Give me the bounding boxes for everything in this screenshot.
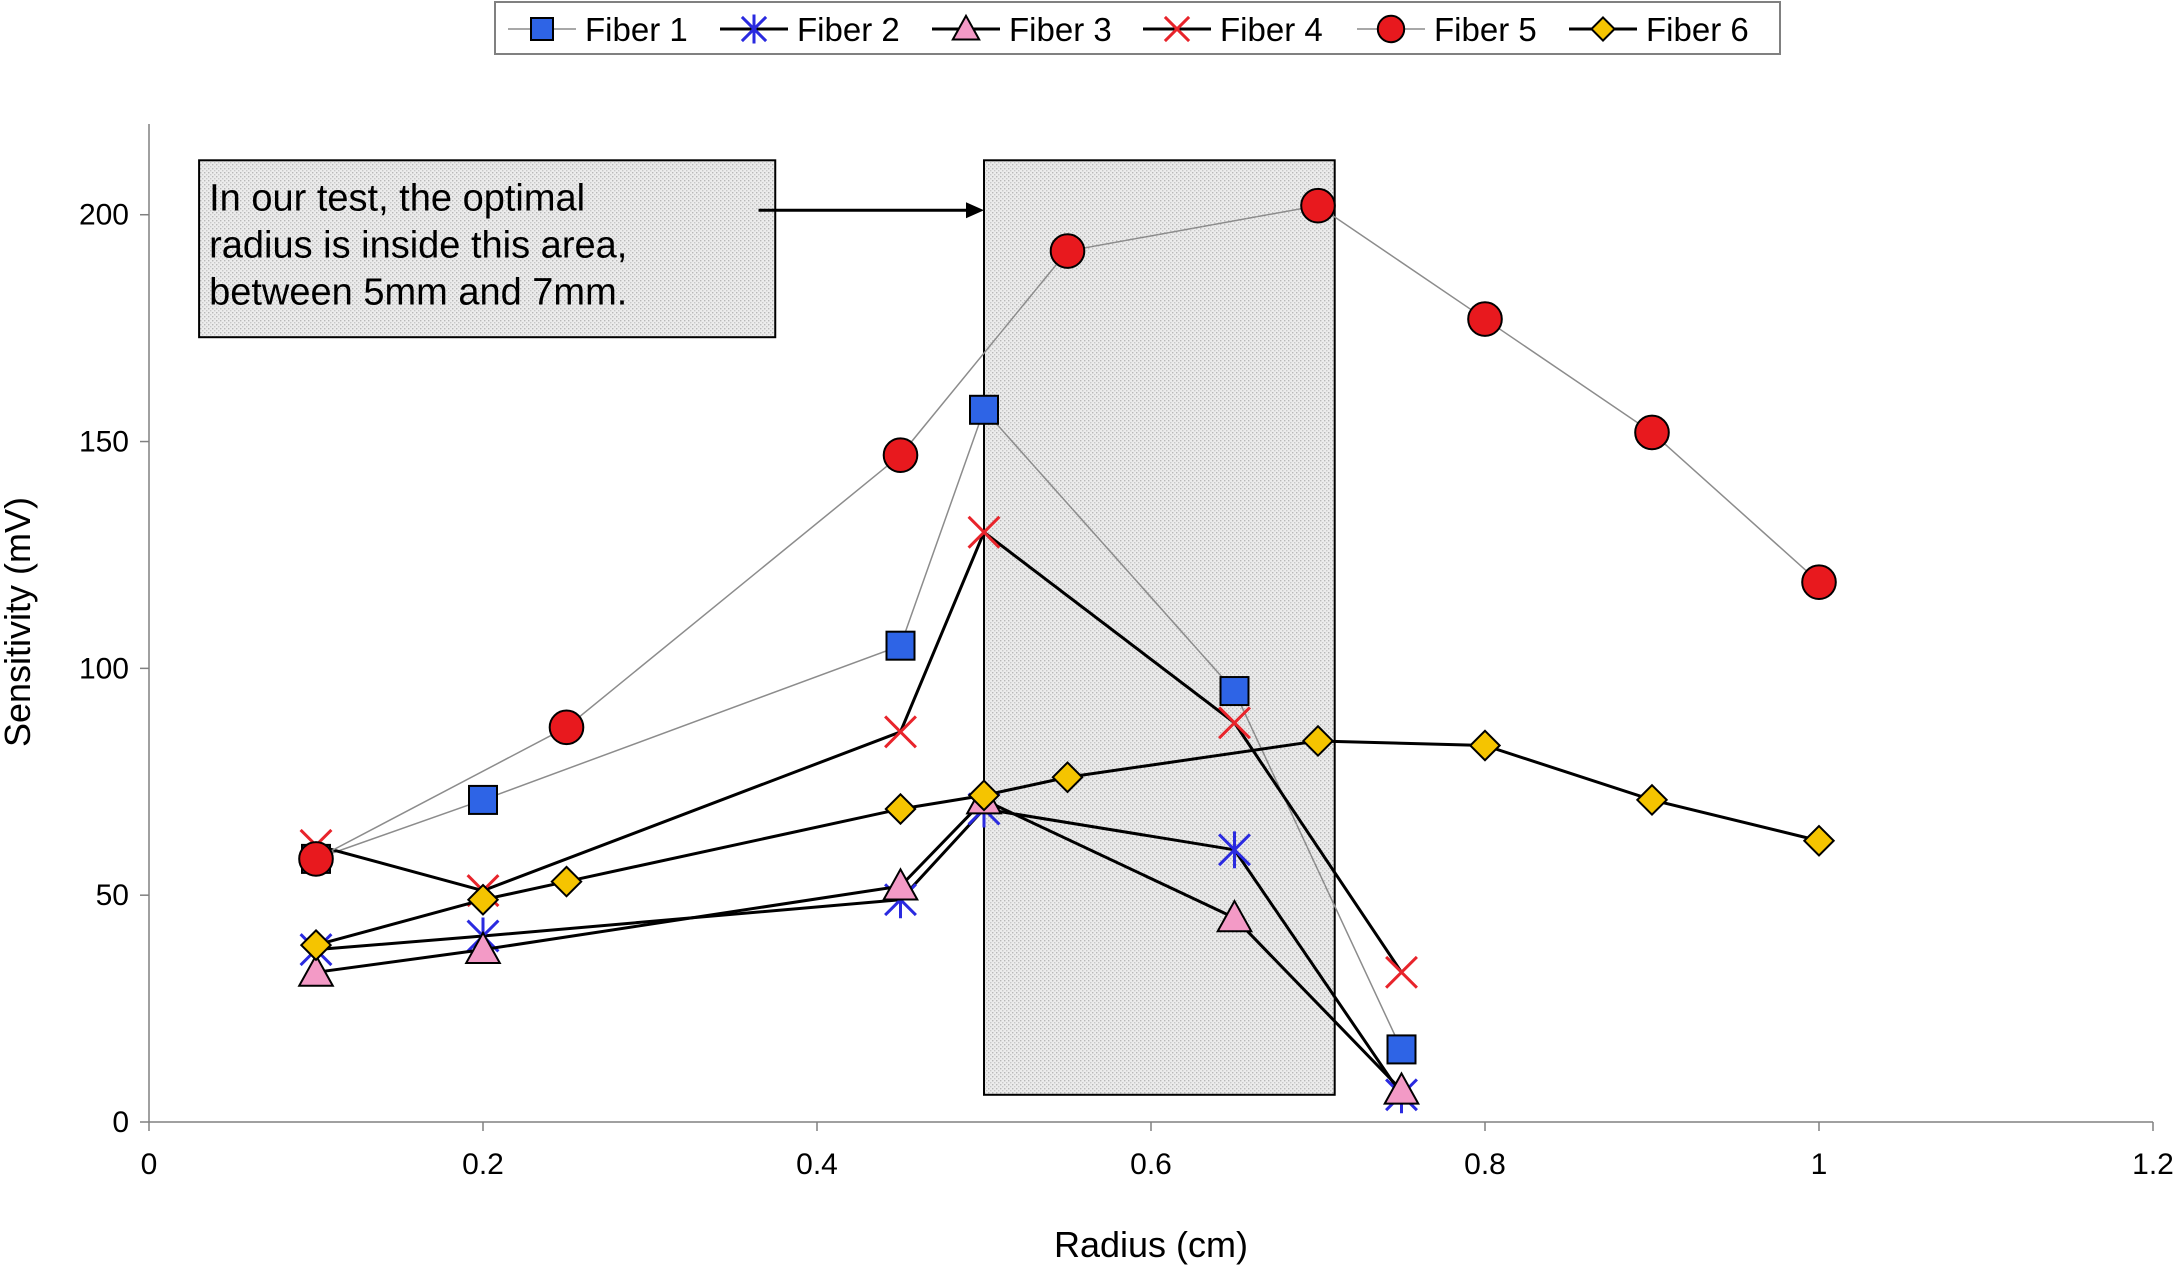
data-point [882, 437, 919, 473]
data-point [548, 709, 585, 746]
data-point [967, 515, 1001, 549]
legend-label: Fiber 6 [1646, 11, 1749, 48]
data-point [1634, 414, 1670, 451]
data-point [1635, 783, 1669, 817]
data-point [1051, 761, 1084, 794]
data-point [1218, 831, 1251, 869]
legend-entry: Fiber 5 [1357, 11, 1537, 48]
legend-label: Fiber 3 [1009, 11, 1112, 48]
annotation-text: radius is inside this area, [209, 224, 627, 266]
x-tick-label: 1.2 [2132, 1148, 2174, 1181]
data-point [1049, 233, 1086, 269]
legend-entry: Fiber 1 [508, 11, 688, 48]
data-point [885, 630, 916, 661]
y-tick-label: 150 [79, 426, 129, 459]
data-point [882, 867, 919, 901]
data-point [299, 928, 333, 962]
data-point [1801, 564, 1837, 600]
data-point [1385, 955, 1418, 989]
legend-label: Fiber 2 [797, 11, 900, 48]
legend-label: Fiber 5 [1434, 11, 1537, 48]
series-fiber-5 [298, 187, 1837, 877]
x-tick-label: 0.4 [796, 1148, 838, 1181]
data-point [1218, 706, 1251, 740]
annotation-arrowhead [966, 202, 984, 219]
x-tick-label: 0 [141, 1148, 158, 1181]
legend-marker [1163, 15, 1191, 43]
y-tick-label: 50 [96, 879, 129, 912]
legend-marker [951, 13, 981, 41]
x-axis-title: Radius (cm) [1054, 1224, 1248, 1265]
data-point [1468, 729, 1502, 762]
data-point [1301, 724, 1335, 758]
data-point [969, 394, 999, 425]
data-point [1386, 1034, 1417, 1065]
series-line [315, 739, 1820, 947]
legend: Fiber 1 Fiber 2 Fiber 3 Fiber 4 Fiber 5 Fiber… [494, 1, 1781, 55]
y-tick-label: 100 [79, 652, 129, 685]
data-point [1300, 187, 1336, 224]
legend-entry: Fiber 4 [1143, 11, 1323, 48]
axes: 0 0.2 0.4 0.6 0.8 1 1.2 0 50 100 150 200 [79, 124, 2174, 1181]
y-axis-title: Sensitivity (mV) [0, 497, 38, 747]
data-point [298, 841, 334, 877]
data-point [1383, 1071, 1420, 1105]
data-point [884, 792, 917, 826]
series-line [315, 798, 1403, 1092]
x-tick-label: 0.2 [462, 1148, 504, 1181]
legend-label: Fiber 1 [585, 11, 688, 48]
data-point [468, 784, 498, 815]
legend-marker [1376, 14, 1406, 44]
x-tick-label: 0.6 [1130, 1148, 1172, 1181]
annotation: In our test, the optimal radius is inside… [198, 159, 984, 339]
series-line [315, 204, 1820, 860]
highlight-region [983, 159, 1336, 1096]
x-tick-label: 0.8 [1464, 1148, 1506, 1181]
data-point [884, 715, 917, 749]
plot-area [297, 187, 1837, 1114]
legend-entry: Fiber 2 [720, 11, 900, 48]
data-point [464, 930, 502, 965]
data-point [297, 953, 335, 987]
annotation-text: between 5mm and 7mm. [209, 271, 627, 313]
legend-marker [740, 14, 768, 44]
data-point [466, 883, 500, 916]
annotation-text: In our test, the optimal [209, 177, 585, 219]
series-line [315, 529, 1403, 974]
data-point [1802, 824, 1836, 857]
data-point [1467, 301, 1503, 337]
data-point [967, 779, 1001, 812]
legend-marker [1590, 16, 1616, 42]
data-point [550, 865, 583, 898]
legend-entry: Fiber 3 [932, 11, 1112, 48]
y-tick-label: 0 [112, 1106, 129, 1139]
annotation-box [198, 159, 777, 339]
legend-marker [530, 17, 554, 41]
data-point [1219, 676, 1250, 707]
series-line [315, 408, 1403, 1050]
x-tick-label: 1 [1811, 1148, 1828, 1181]
legend-entry: Fiber 6 [1569, 11, 1749, 48]
legend-box [494, 1, 1781, 55]
data-point [1216, 899, 1253, 933]
series-line [315, 807, 1403, 1096]
series-fiber-6 [299, 724, 1836, 962]
y-tick-label: 200 [79, 199, 129, 232]
legend-label: Fiber 4 [1220, 11, 1323, 48]
